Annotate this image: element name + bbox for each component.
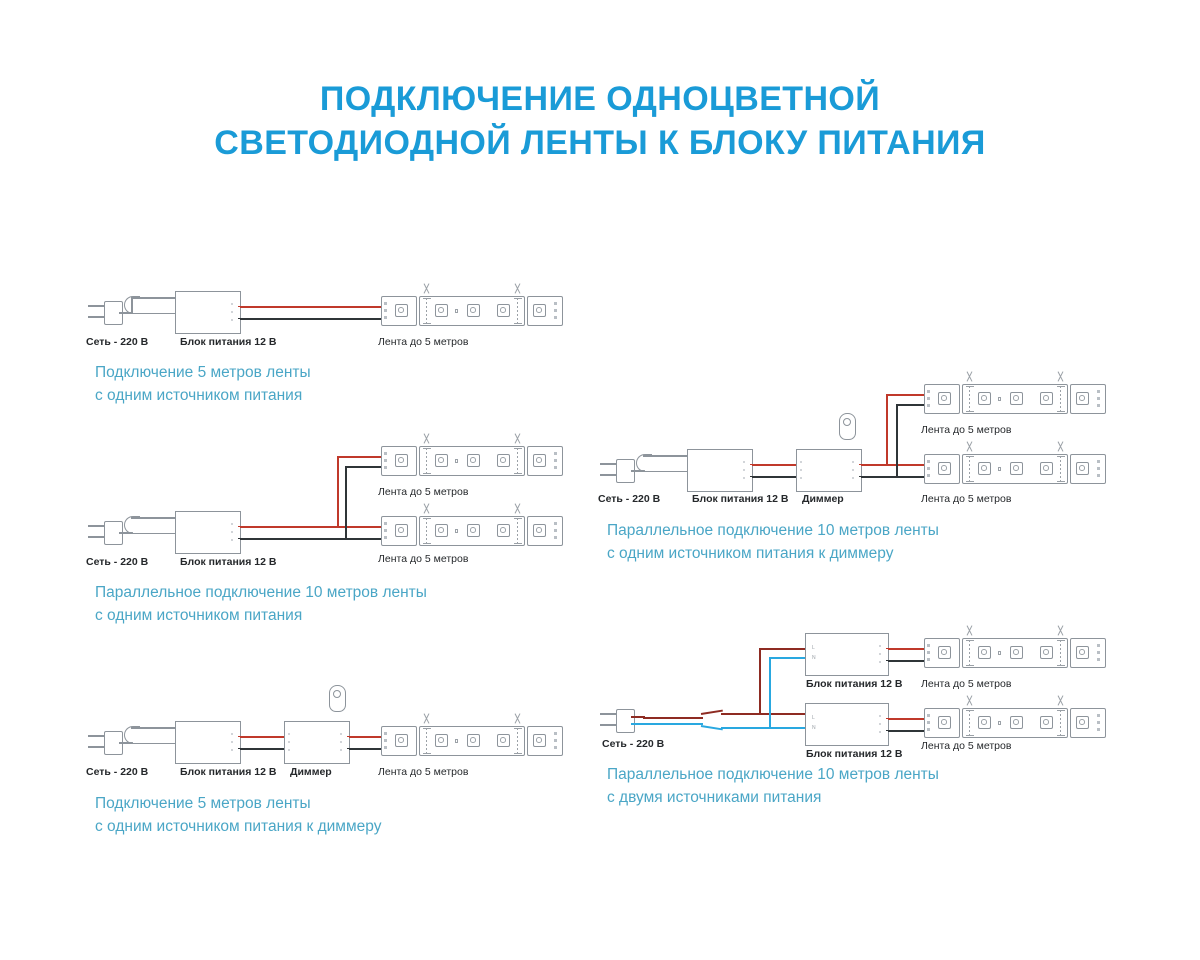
led-strip-1 [381,433,563,476]
cut-mark-icon [965,695,974,706]
ac-live-wire [631,716,645,718]
label-psu: Блок питания 12 В [180,336,277,348]
power-supply-box [805,633,889,676]
label-strip: Лента до 5 метров [378,486,469,498]
diagram-4-parallel-dimmer: Лента до 5 метров Лента до 5 метров Сеть… [0,0,1200,562]
led-strip-1 [924,371,1106,414]
label-strip: Лента до 5 метров [921,740,1012,752]
label-mains: Сеть - 220 В [86,766,149,778]
label-mains: Сеть - 220 В [602,738,665,750]
caption-line-2: с одним источником питания к диммеру [95,818,382,836]
dc-negative-bus [861,476,927,478]
label-psu: Блок питания 12 В [180,766,277,778]
mains-cable [131,297,177,299]
cut-mark-icon [513,713,522,724]
caption-diagram-1: Подключение 5 метров ленты с одним источ… [95,361,311,408]
ac-live-terminal-label: L [812,715,815,721]
led-strip-2 [924,441,1106,484]
caption-line-2: с двумя источниками питания [607,789,822,807]
label-strip: Лента до 5 метров [921,493,1012,505]
cut-mark-icon [965,371,974,382]
label-psu: Блок питания 12 В [180,556,277,568]
page-title: ПОДКЛЮЧЕНИЕ ОДНОЦВЕТНОЙ СВЕТОДИОДНОЙ ЛЕН… [0,78,1200,165]
caption-diagram-4: Параллельное подключение 10 метров ленты… [607,519,939,566]
dc-negative-bus [240,538,384,540]
led-strip-1 [381,283,563,326]
caption-line-2: с одним источником питания к диммеру [607,545,894,563]
ac-neutral-terminal-label: N [812,725,816,731]
power-supply-box [175,291,241,334]
led-strip-2 [381,503,563,546]
caption-line-2: с одним источником питания [95,607,303,625]
cut-mark-icon [422,713,431,724]
title-line-2: СВЕТОДИОДНОЙ ЛЕНТЫ К БЛОКУ ПИТАНИЯ [214,123,986,162]
caption-line-1: Параллельное подключение 10 метров ленты [95,584,427,601]
label-strip: Лента до 5 метров [378,336,469,348]
diagram-2-parallel-one-psu: Лента до 5 метров Лента до 5 метров Сеть… [0,0,600,624]
label-strip: Лента до 5 метров [921,678,1012,690]
caption-line-2: с одним источником питания [95,387,303,405]
cut-mark-icon [422,503,431,514]
power-supply-box [175,511,241,554]
label-mains: Сеть - 220 В [86,556,149,568]
cut-mark-icon [1056,441,1065,452]
cut-mark-icon [513,433,522,444]
label-dimmer: Диммер [290,766,332,778]
diagram-3-dimmer-single: Сеть - 220 В Блок питания 12 В Диммер Ле… [0,0,600,835]
power-supply-box [805,703,889,746]
led-strip-2 [924,695,1106,738]
cut-mark-icon [422,433,431,444]
label-psu: Блок питания 12 В [692,493,789,505]
label-strip: Лента до 5 метров [921,424,1012,436]
label-strip: Лента до 5 метров [378,766,469,778]
cut-mark-icon [965,625,974,636]
label-strip: Лента до 5 метров [378,553,469,565]
caption-diagram-2: Параллельное подключение 10 метров ленты… [95,581,427,628]
label-dimmer: Диммер [802,493,844,505]
caption-diagram-3: Подключение 5 метров ленты с одним источ… [95,792,381,839]
power-supply-box [175,721,241,764]
caption-line-1: Параллельное подключение 10 метров ленты [607,522,939,539]
ac-neutral-terminal-label: N [812,655,816,661]
cut-mark-icon [1056,371,1065,382]
power-supply-box [687,449,753,492]
caption-line-1: Подключение 5 метров ленты [95,795,311,812]
caption-line-1: Подключение 5 метров ленты [95,364,311,381]
label-mains: Сеть - 220 В [86,336,149,348]
cut-mark-icon [422,283,431,294]
cut-mark-icon [965,441,974,452]
caption-diagram-5: Параллельное подключение 10 метров ленты… [607,763,939,810]
led-strip-1 [381,713,563,756]
diagram-5-two-psu: L N Лента до 5 метров Блок питания 12 В [0,0,1200,806]
cut-mark-icon [513,503,522,514]
ac-live-terminal-label: L [812,645,815,651]
dimmer-box [284,721,350,764]
cut-mark-icon [1056,625,1065,636]
label-psu: Блок питания 12 В [806,678,903,690]
caption-line-1: Параллельное подключение 10 метров ленты [607,766,939,783]
diagram-1-single-strip: Сеть - 220 В Блок питания 12 В Лента до … [0,0,600,420]
label-psu: Блок питания 12 В [806,748,903,760]
cut-mark-icon [1056,695,1065,706]
led-strip-1 [924,625,1106,668]
title-line-1: ПОДКЛЮЧЕНИЕ ОДНОЦВЕТНОЙ [319,80,881,118]
dc-positive-bus [861,464,927,466]
label-mains: Сеть - 220 В [598,493,661,505]
dc-positive-wire [240,306,384,308]
dc-negative-wire [240,318,384,320]
dimmer-box [796,449,862,492]
cut-mark-icon [513,283,522,294]
ac-neutral-wire [631,723,645,725]
dc-positive-bus [240,526,384,528]
